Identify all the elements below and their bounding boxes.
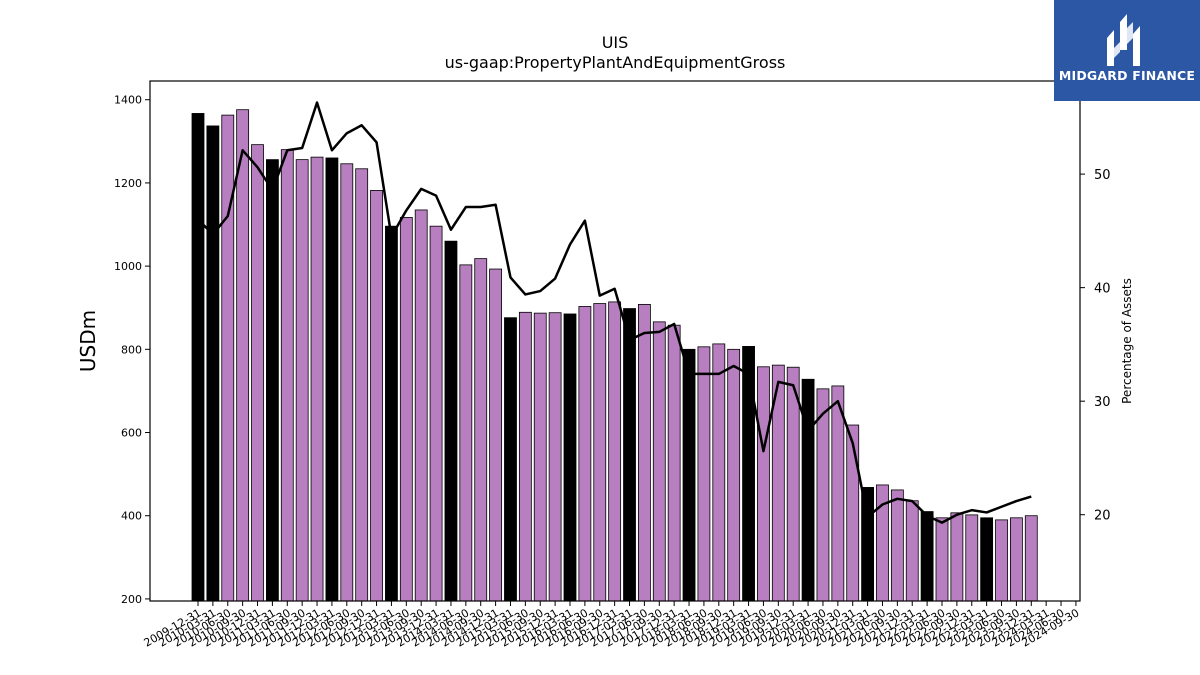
y-axis-label: USDm — [76, 310, 100, 372]
bar — [1024, 515, 1038, 602]
bar — [504, 317, 517, 602]
y-tick-label: 400 — [121, 510, 142, 523]
bar — [1010, 517, 1023, 602]
bar — [712, 343, 726, 602]
bar — [340, 163, 354, 602]
axes-group: 200400600800100012001400203040502009-12-… — [114, 80, 1111, 650]
y-tick-label: 200 — [121, 593, 142, 606]
bar — [191, 113, 205, 602]
y-tick-label: 800 — [121, 343, 142, 356]
bar — [831, 385, 845, 602]
bar — [251, 144, 264, 602]
bar — [920, 511, 934, 602]
bar — [608, 301, 622, 602]
y-tick-label: 1000 — [114, 260, 142, 273]
y2-tick-label: 40 — [1094, 282, 1111, 297]
bar — [474, 258, 488, 602]
y2-tick-label: 30 — [1094, 395, 1111, 410]
chart-title: UIS — [602, 33, 629, 52]
bar — [399, 217, 413, 602]
bar — [861, 487, 874, 602]
bar — [578, 306, 592, 602]
bar — [965, 514, 979, 602]
bar — [935, 517, 949, 602]
bar — [652, 321, 666, 602]
bar — [444, 240, 458, 602]
y-tick-label: 1200 — [114, 177, 142, 190]
bar — [518, 311, 532, 602]
bar — [623, 308, 636, 602]
brand-logo: MIDGARD FINANCE — [1054, 0, 1200, 101]
bar — [325, 157, 339, 602]
bar — [950, 512, 964, 602]
bar — [816, 388, 830, 602]
bar — [801, 378, 815, 602]
bar — [310, 156, 324, 602]
y-tick-label: 1400 — [114, 94, 142, 107]
bar — [206, 125, 220, 602]
bar — [682, 348, 696, 602]
bar — [236, 109, 250, 602]
bar — [414, 209, 428, 602]
bar — [370, 190, 383, 602]
bar — [533, 312, 547, 602]
bar — [890, 489, 904, 602]
bar — [548, 312, 562, 602]
y-tick-label: 600 — [121, 427, 142, 440]
bar — [846, 424, 860, 602]
bar — [697, 346, 711, 602]
bar — [667, 324, 681, 602]
bar — [905, 500, 919, 602]
bar — [563, 313, 577, 602]
bar — [593, 303, 607, 602]
bar — [786, 366, 800, 602]
brand-logo-text: MIDGARD FINANCE — [1058, 68, 1196, 83]
bar — [489, 268, 503, 602]
line-group — [197, 101, 1032, 524]
bar — [727, 348, 741, 602]
bar — [757, 366, 770, 602]
midgard-finance-logo-icon — [1107, 14, 1140, 66]
bar — [980, 517, 994, 602]
bar — [459, 264, 473, 602]
bar — [385, 225, 398, 602]
y2-axis-label: Percentage of Assets — [1120, 278, 1134, 404]
series-line — [197, 101, 1032, 524]
bar — [742, 346, 755, 602]
bar — [995, 519, 1008, 602]
chart-subtitle: us-gaap:PropertyPlantAndEquipmentGross — [445, 53, 786, 72]
y2-tick-label: 20 — [1094, 509, 1111, 524]
bar — [265, 159, 279, 602]
bar — [638, 303, 651, 602]
bar — [221, 114, 235, 602]
y2-tick-label: 50 — [1094, 168, 1111, 183]
bar — [429, 225, 443, 602]
bar — [280, 149, 294, 602]
bar — [355, 168, 369, 602]
bar — [295, 159, 309, 602]
bars-group — [191, 109, 1038, 602]
